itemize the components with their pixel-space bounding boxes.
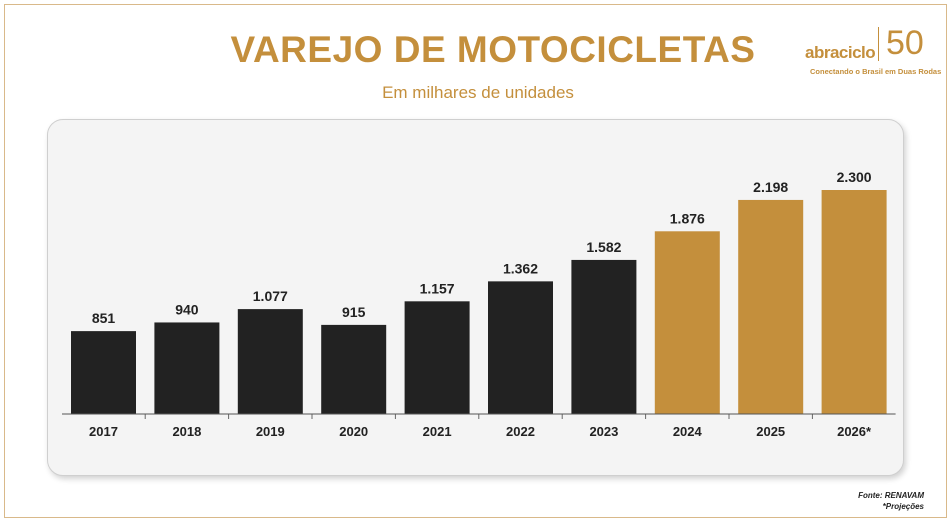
x-tick-label: 2020	[339, 424, 368, 439]
data-label: 2.300	[837, 169, 872, 185]
logo-divider	[878, 27, 879, 61]
data-label: 2.198	[753, 179, 788, 195]
bar	[654, 231, 720, 414]
page-title: VAREJO DE MOTOCICLETAS	[230, 29, 756, 70]
bar	[321, 324, 387, 414]
x-tick-label: 2026*	[837, 424, 872, 439]
x-tick-label: 2021	[423, 424, 452, 439]
slide: VAREJO DE MOTOCICLETAS Em milhares de un…	[4, 4, 947, 518]
x-tick-label: 2017	[89, 424, 118, 439]
bar	[237, 309, 303, 414]
data-label: 1.077	[253, 288, 288, 304]
bar	[738, 199, 804, 414]
data-label: 1.876	[670, 210, 705, 226]
data-label: 940	[175, 301, 199, 317]
data-label: 1.362	[503, 260, 538, 276]
x-tick-label: 2023	[589, 424, 618, 439]
data-label: 1.157	[420, 280, 455, 296]
x-tick-label: 2019	[256, 424, 285, 439]
bar	[821, 190, 887, 414]
data-label: 851	[92, 310, 116, 326]
page-subtitle: Em milhares de unidades	[382, 83, 574, 102]
abraciclo-logo: abraciclo 50 Conectando o Brasil em Duas…	[801, 23, 941, 83]
source-label: Fonte: RENAVAM	[858, 491, 924, 500]
data-label: 915	[342, 304, 366, 320]
source-note: Fonte: RENAVAM *Projeções	[858, 490, 924, 512]
chart-card: 851 2017 940 2018 1.077 2019 915 2020 1.157 2021 1…	[47, 119, 904, 476]
logo-tagline: Conectando o Brasil em Duas Rodas	[810, 67, 942, 76]
logo-anniversary: 50	[886, 24, 924, 62]
bar	[154, 322, 220, 414]
bar	[571, 259, 637, 414]
bar	[488, 281, 553, 414]
bar	[404, 301, 470, 414]
x-tick-label: 2025	[756, 424, 785, 439]
bar-chart: 851 2017 940 2018 1.077 2019 915 2020 1.157 2021 1…	[62, 169, 896, 439]
data-label: 1.582	[586, 239, 621, 255]
x-tick-label: 2022	[506, 424, 535, 439]
projection-note: *Projeções	[882, 502, 924, 511]
bar	[71, 331, 136, 414]
x-tick-label: 2024	[673, 424, 703, 439]
x-tick-label: 2018	[172, 424, 201, 439]
logo-brand: abraciclo	[805, 43, 876, 62]
